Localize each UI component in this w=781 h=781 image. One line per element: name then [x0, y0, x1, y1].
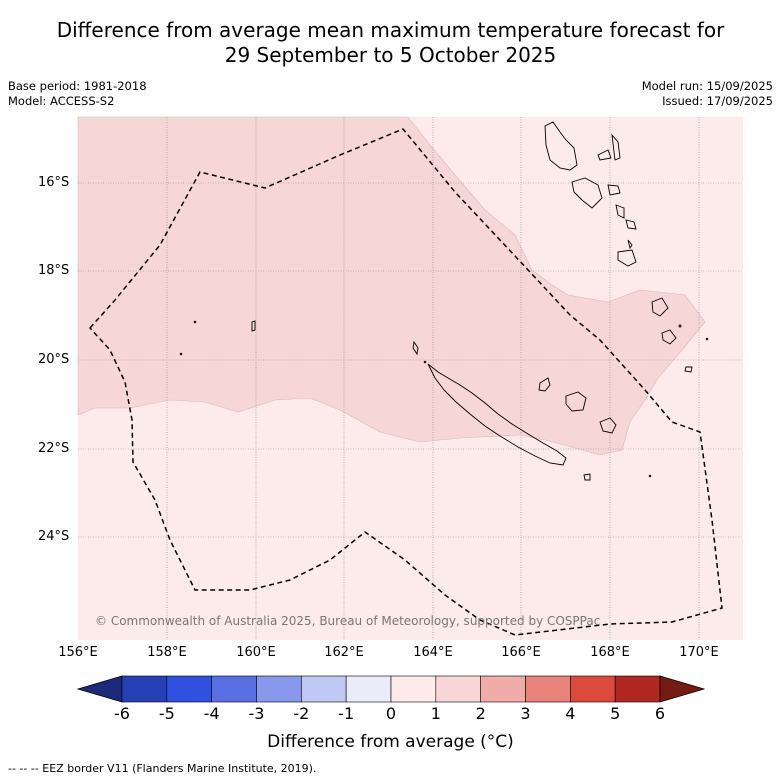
vanuatu-erromango [627, 239, 633, 250]
colorbar-segment [570, 675, 616, 703]
colorbar-segment [435, 675, 481, 703]
colorbar-segment [480, 675, 526, 703]
coastlines [179, 121, 709, 481]
vanuatu-ambrym [607, 184, 621, 196]
loyalty-ouvea [538, 377, 551, 392]
lon-label-160e: 160°E [236, 645, 276, 660]
colorbar-tick-label: -3 [248, 704, 265, 723]
colorbar-tick-label: 1 [430, 704, 441, 723]
lon-label-168e: 168°E [590, 645, 630, 660]
colorbar-tick-label: -1 [338, 704, 355, 723]
belep-islands [412, 340, 419, 356]
copyright-notice: © Commonwealth of Australia 2025, Bureau… [95, 614, 601, 628]
lon-label-162e: 162°E [324, 645, 364, 660]
lat-label-22s: 22°S [38, 441, 70, 456]
loyalty-far-east-2 [661, 329, 677, 345]
colorbar-tick-label: -4 [203, 704, 220, 723]
meta-left: Base period: 1981-2018 Model: ACCESS-S2 [8, 79, 147, 109]
colorbar-segment [301, 675, 347, 703]
vanuatu-espiritu-santo [544, 121, 578, 171]
lat-label-20s: 20°S [38, 352, 70, 367]
base-period: Base period: 1981-2018 [8, 79, 147, 93]
loyalty-far-east-3 [684, 366, 693, 373]
vanuatu-tanna [617, 249, 637, 267]
model-name: Model: ACCESS-S2 [8, 94, 115, 108]
loyalty-mare [599, 417, 617, 434]
colorbar-tick-label: -5 [158, 704, 175, 723]
lon-label-158e: 158°E [147, 645, 187, 660]
isle-of-pines [583, 473, 591, 481]
map-title: Difference from average mean maximum tem… [0, 18, 781, 68]
colorbar-tick-label: 0 [385, 704, 397, 723]
title-line-2: 29 September to 5 October 2025 [224, 43, 557, 67]
lon-label-156e: 156°E [58, 645, 98, 660]
meta-right: Model run: 15/09/2025 Issued: 17/09/2025 [642, 79, 773, 109]
islet-4 [705, 337, 709, 341]
colorbar-segment [211, 675, 257, 703]
colorbar-segment [121, 675, 168, 703]
colorbar-extend-low [76, 675, 123, 703]
colorbar-tick-label: 2 [475, 704, 486, 723]
lat-label-24s: 24°S [38, 529, 70, 544]
colorbar-segment [345, 675, 392, 703]
colorbar-segment [525, 675, 571, 703]
loyalty-lifou [565, 391, 587, 412]
colorbar-extend-high [659, 675, 706, 703]
small-island-west [251, 320, 256, 332]
lat-label-18s: 18°S [38, 263, 70, 278]
lat-label-16s: 16°S [38, 175, 70, 190]
colorbar-tick-label: 3 [520, 704, 531, 723]
title-line-1: Difference from average mean maximum tem… [56, 18, 725, 42]
eez-border [88, 128, 723, 636]
colorbar-segment [614, 675, 661, 703]
colorbar-tick-label: 4 [565, 704, 576, 723]
mid-anomaly-zone [77, 116, 706, 456]
issued-date: Issued: 17/09/2025 [662, 94, 773, 108]
vanuatu-pentecost [611, 133, 621, 161]
colorbar-tick-label: 6 [654, 704, 666, 723]
colorbar-tick-label: 5 [610, 704, 621, 723]
colorbar-segment [256, 675, 302, 703]
eez-legend-footer: -- -- -- EEZ border V11 (Flanders Marine… [8, 762, 317, 775]
colorbar-tick-label: -6 [114, 704, 130, 723]
islet-6 [423, 360, 427, 364]
vanuatu-efate [625, 219, 637, 230]
lon-label-166e: 166°E [501, 645, 541, 660]
graticule [78, 117, 743, 640]
colorbar-label: Difference from average (°C) [267, 732, 514, 752]
lon-label-164e: 164°E [413, 645, 453, 660]
colorbar-tick-label: -2 [293, 704, 310, 723]
vanuatu-epi [615, 204, 625, 219]
colorbar-segment [166, 675, 212, 703]
islet-2 [193, 320, 197, 324]
colorbar-segment [390, 675, 437, 703]
islet-1 [179, 352, 183, 356]
loyalty-far-east-1 [651, 297, 669, 317]
lon-label-170e: 170°E [679, 645, 719, 660]
model-run: Model run: 15/09/2025 [641, 79, 773, 93]
islet-3 [678, 324, 682, 328]
islet-5 [648, 474, 652, 478]
vanuatu-maewo [597, 149, 612, 161]
vanuatu-malekula [571, 177, 603, 209]
new-caledonia-island [427, 363, 567, 466]
